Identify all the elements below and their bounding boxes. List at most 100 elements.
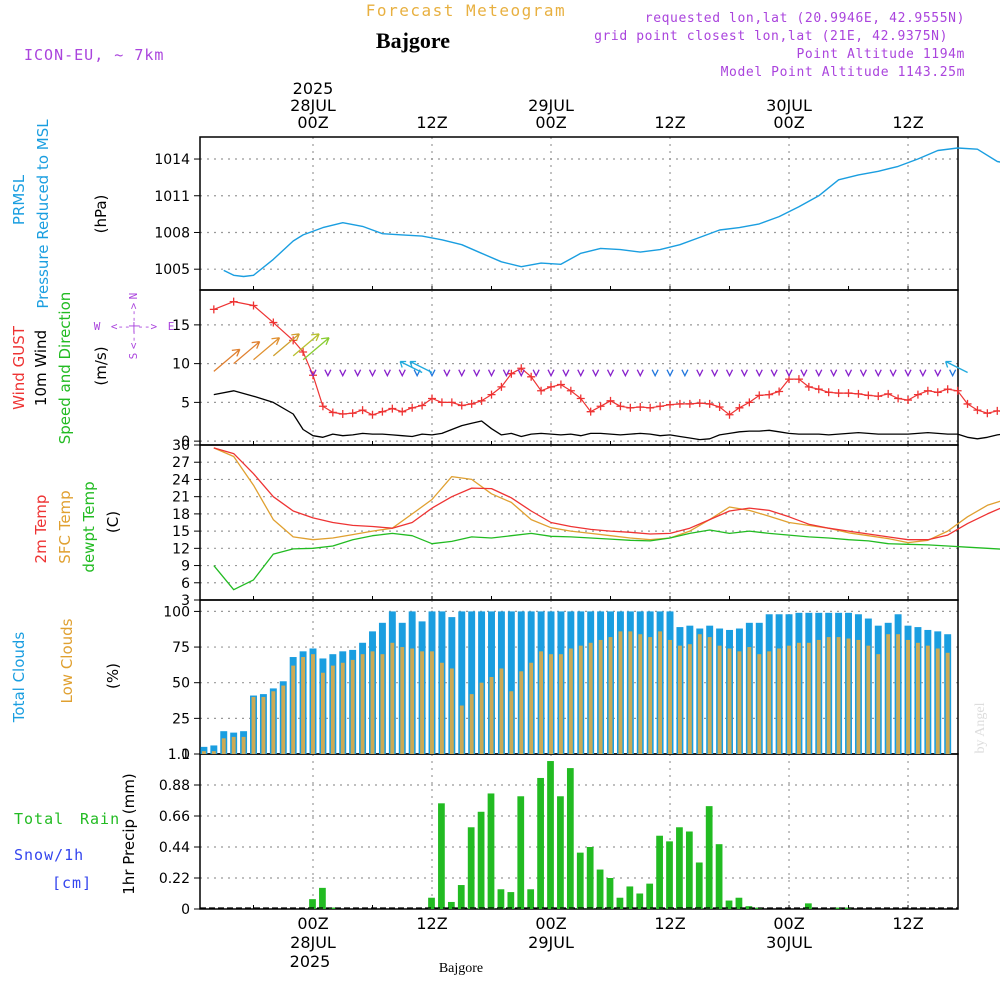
wind-arrow xyxy=(428,369,436,378)
gust-marker xyxy=(814,385,823,394)
y-tick-label: 15 xyxy=(172,318,190,334)
rain-panel: Total Rain Snow/1h [cm] 1hr Precip (mm) … xyxy=(14,747,958,918)
wind-arrow xyxy=(383,369,391,378)
model-label: ICON-EU, ~ 7km xyxy=(24,46,164,64)
gust-marker xyxy=(467,399,476,408)
rain-bar xyxy=(715,844,723,909)
low-cloud-bar xyxy=(340,662,345,754)
wind-arrow xyxy=(636,369,644,378)
gust-marker xyxy=(745,398,754,407)
rain-bar xyxy=(467,827,475,909)
wind-arrow xyxy=(324,369,332,378)
compass-vertical: <--|--> xyxy=(127,302,140,349)
wind-label-10m: 10m Wind xyxy=(32,330,50,406)
wind-arrow xyxy=(502,369,510,378)
low-cloud-bar xyxy=(201,751,206,754)
gust-marker xyxy=(725,410,734,419)
rain-series xyxy=(200,761,958,909)
low-cloud-bar xyxy=(539,651,544,754)
rain-bar xyxy=(804,903,812,909)
y-tick-label: 75 xyxy=(172,640,190,656)
gust-marker xyxy=(715,403,724,412)
y-tick-label: 0.22 xyxy=(159,871,190,887)
rain-bar xyxy=(566,768,574,909)
pressure-series xyxy=(223,147,1000,278)
gust-marker xyxy=(864,391,873,400)
bottom-date-label: 30JUL xyxy=(766,933,812,952)
y-tick-label: 1011 xyxy=(154,189,190,205)
low-cloud-bar xyxy=(856,639,861,754)
y-tick-label: 0 xyxy=(181,747,190,763)
wind-arrow xyxy=(592,369,600,378)
low-cloud-bar xyxy=(836,637,841,754)
top-tick-label: 12Z xyxy=(416,113,447,132)
wind-arrow xyxy=(302,337,330,361)
bottom-date-label: 28JUL xyxy=(290,933,336,952)
y-tick-label: 3 xyxy=(181,593,190,609)
gust-marker xyxy=(289,336,298,345)
rain-bar xyxy=(319,887,326,909)
y-tick-label: 0.88 xyxy=(159,778,190,794)
temperature-frame xyxy=(199,444,959,601)
gust-marker xyxy=(497,382,506,391)
wind-frame xyxy=(199,289,959,446)
low-cloud-bar xyxy=(211,751,216,754)
rain-bar xyxy=(834,907,842,909)
wind-arrow xyxy=(272,333,300,357)
rain-bar xyxy=(328,907,336,909)
gust-marker xyxy=(418,401,427,410)
panel-grids xyxy=(199,136,959,910)
wind-arrow xyxy=(696,369,704,378)
precip-unit: 1hr Precip (mm) xyxy=(120,773,138,894)
low-cloud-bar xyxy=(757,654,762,754)
y-tick-label: 21 xyxy=(172,490,190,506)
y-tick-label: 18 xyxy=(172,507,190,523)
rain-bar xyxy=(487,793,495,909)
rain-bar xyxy=(695,862,703,909)
wind-panel: Wind GUST 10m Wind Speed and Direction (… xyxy=(10,292,1000,450)
rain-bar xyxy=(656,835,663,909)
gust-marker xyxy=(616,402,625,411)
low-cloud-bar xyxy=(509,691,514,754)
clouds-panel: Total Clouds Low Clouds (%) 0 25 50 75 100 xyxy=(10,604,952,763)
low-cloud-bar xyxy=(608,637,613,754)
top-tick-label: 00Z xyxy=(773,113,804,132)
rain-bar xyxy=(636,893,644,909)
compass-e: E xyxy=(168,320,175,333)
low-cloud-bar xyxy=(420,651,425,754)
y-tick-label: 25 xyxy=(172,711,190,727)
gust-marker xyxy=(695,399,704,408)
rain-bar xyxy=(537,777,544,909)
rain-bar xyxy=(725,900,733,909)
low-cloud-bar xyxy=(618,631,623,754)
rain-bar xyxy=(477,811,485,909)
wind-arrow xyxy=(562,369,570,378)
rain-bar xyxy=(438,803,445,909)
gust-marker xyxy=(963,399,972,408)
y-tick-label: 1014 xyxy=(154,152,190,168)
low-cloud-bar xyxy=(449,668,454,754)
low-cloud-bar xyxy=(261,696,266,754)
y-tick-label: 10 xyxy=(172,357,190,373)
low-cloud-bar xyxy=(231,736,236,754)
snow-label: Snow/1h xyxy=(14,846,84,864)
low-cloud-bar xyxy=(806,642,811,754)
low-cloud-bar xyxy=(677,645,682,754)
low-cloud-bar xyxy=(767,651,772,754)
bottom-tick-label: 12Z xyxy=(654,914,685,933)
gust-marker xyxy=(517,364,526,373)
point-altitude: Point Altitude 1194m xyxy=(796,47,965,62)
wind-arrow xyxy=(859,369,867,378)
bottom-date-label: 29JUL xyxy=(528,933,574,952)
y-tick-label: 0.66 xyxy=(159,809,190,825)
low-cloud-bar xyxy=(777,648,782,754)
gust-marker xyxy=(735,403,744,412)
gust-marker xyxy=(249,301,258,310)
low-cloud-bar xyxy=(816,639,821,754)
low-cloud-bar xyxy=(896,634,901,754)
wind-arrow xyxy=(577,369,585,378)
low-cloud-bar xyxy=(390,642,395,754)
low-cloud-bar xyxy=(787,645,791,754)
gust-marker xyxy=(636,403,645,412)
gust-marker xyxy=(566,386,575,395)
